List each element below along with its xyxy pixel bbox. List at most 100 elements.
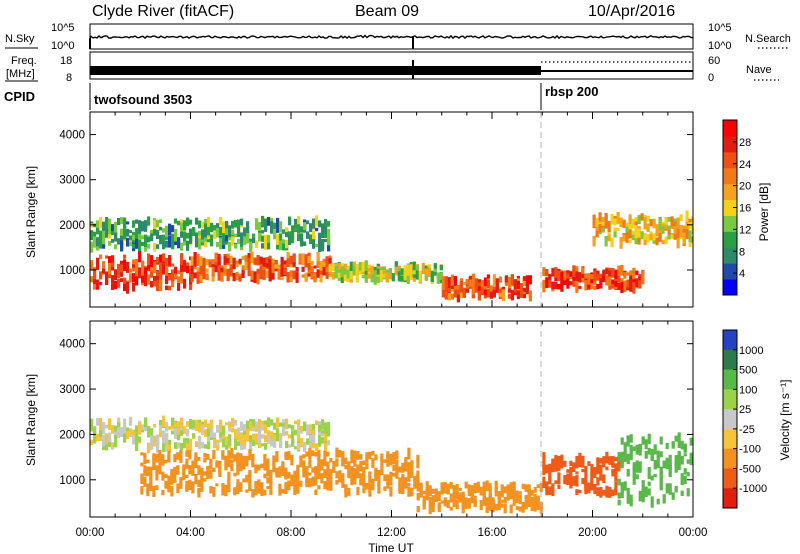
power-cell (217, 253, 221, 266)
power-cell (528, 290, 532, 302)
power-cell (382, 270, 386, 275)
velocity-cell (282, 426, 286, 436)
power-cell (598, 212, 602, 221)
velocity-cell (177, 429, 181, 438)
power-cell (655, 237, 659, 246)
velocity-cell (302, 465, 306, 473)
velocity-cell (434, 494, 438, 501)
velocity-cell (303, 422, 307, 432)
power-cell (231, 236, 235, 246)
power-cell (273, 222, 277, 230)
power-cell (268, 258, 272, 270)
velocity-cell (575, 478, 579, 487)
velocity-cell (500, 503, 504, 508)
velocity-cell (377, 478, 381, 487)
velocity-cell (428, 496, 432, 504)
velocity-cell (321, 430, 325, 435)
velocity-cell (309, 442, 313, 449)
velocity-cell (443, 497, 447, 505)
velocity-cell (482, 481, 486, 493)
velocity-cell (195, 443, 199, 448)
velocity-cell (350, 454, 354, 464)
power-cell (620, 281, 624, 293)
velocity-cell (233, 472, 237, 477)
velocity-cell (192, 433, 196, 438)
velocity-cell (153, 424, 157, 428)
power-cell (210, 222, 214, 233)
power-cell (102, 230, 106, 239)
power-cell (364, 269, 368, 275)
velocity-cell (248, 471, 252, 483)
power-cell (572, 280, 576, 287)
power-cell (400, 268, 404, 275)
power-cell (412, 270, 416, 275)
nave-tick-top: 60 (708, 55, 720, 67)
power-cell (664, 224, 668, 229)
power-cell (132, 259, 136, 265)
velocity-cell (398, 477, 402, 490)
velocity-cell (632, 462, 636, 467)
power-cell (673, 222, 677, 235)
power-cell (280, 265, 284, 277)
power-cell (468, 279, 472, 287)
power-cell (141, 221, 145, 232)
power-cell (607, 230, 611, 242)
power-cell (123, 230, 127, 240)
power-cell (99, 230, 103, 239)
power-cell (99, 236, 103, 246)
power-cell (114, 269, 118, 281)
power-cell (626, 272, 630, 276)
power-cell (108, 240, 112, 246)
velocity-cell (288, 444, 292, 448)
power-cell (120, 235, 124, 245)
velocity-cell (266, 466, 270, 471)
velocity-cell (674, 486, 678, 493)
velocity-cell (234, 432, 238, 439)
power-cell (171, 225, 175, 233)
power-cell (204, 236, 208, 242)
velocity-cell (392, 454, 396, 465)
velocity-cell (240, 421, 244, 431)
velocity-cell (105, 439, 109, 451)
velocity-cell (488, 487, 492, 498)
power-cell (129, 230, 133, 234)
velocity-cell (560, 457, 564, 466)
power-colorbar-swatch (723, 263, 737, 280)
power-cell (631, 230, 635, 235)
velocity-cell (614, 468, 618, 480)
velocity-cell (386, 478, 390, 486)
power-cell (575, 282, 579, 293)
power-cell (312, 218, 316, 229)
velocity-cell (209, 462, 213, 469)
velocity-cell (140, 462, 144, 467)
velocity-cell (392, 452, 396, 456)
velocity-cell (548, 472, 552, 482)
velocity-cell (287, 471, 291, 479)
power-cell (186, 262, 190, 269)
power-cell (225, 221, 229, 234)
velocity-cell (180, 430, 184, 436)
power-cell (578, 273, 582, 283)
velocity-cell (198, 435, 202, 448)
power-cell (397, 271, 401, 282)
velocity-cell (263, 462, 267, 471)
power-cell (304, 256, 308, 268)
velocity-cell (146, 489, 150, 494)
power-cell (111, 224, 115, 234)
power-cell (183, 260, 187, 267)
power-colorbar-tick: 12 (739, 224, 751, 236)
velocity-cell (207, 428, 211, 439)
velocity-cell (551, 458, 555, 470)
power-cell (625, 226, 629, 234)
velocity-cell (240, 434, 244, 446)
power-cell (99, 217, 103, 229)
velocity-cell (632, 473, 636, 485)
velocity-cell (264, 438, 268, 442)
velocity-cell (302, 472, 306, 478)
velocity-cell (183, 426, 187, 434)
velocity-cell (458, 488, 462, 491)
power-cell (144, 267, 148, 280)
velocity-cell (225, 422, 229, 426)
velocity-cell (132, 429, 136, 436)
power-cell (135, 228, 139, 240)
